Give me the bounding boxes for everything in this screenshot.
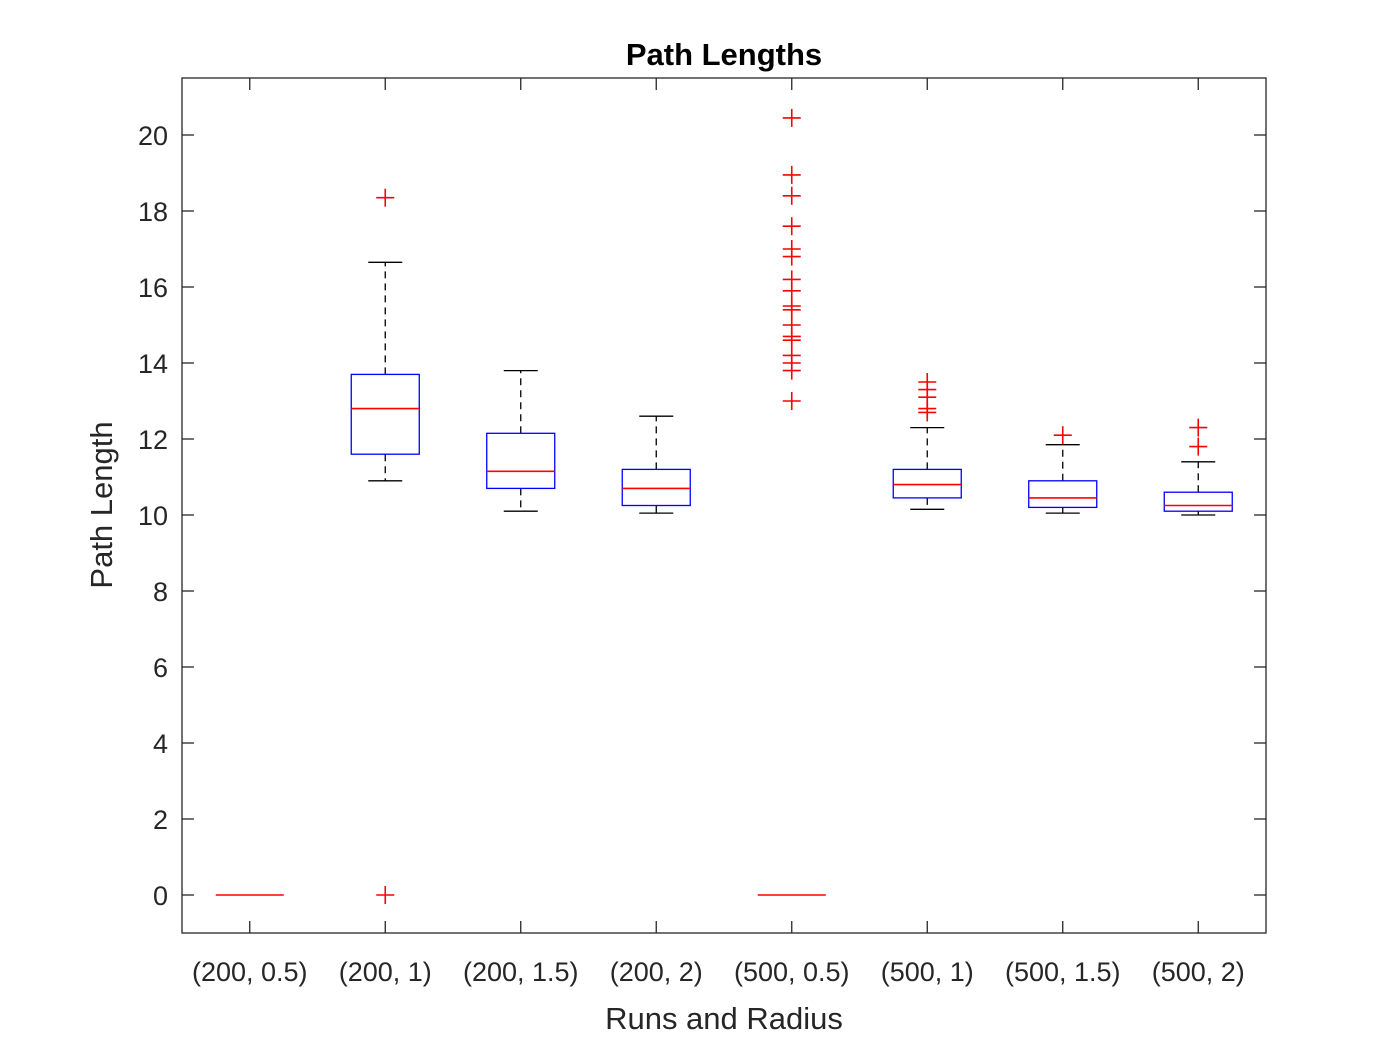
y-tick-label: 0 xyxy=(153,881,168,911)
iqr-box xyxy=(1163,491,1233,512)
chart-marks xyxy=(215,108,1233,904)
x-tick-label: (500, 1) xyxy=(881,957,974,987)
outlier-marker xyxy=(782,247,801,266)
outlier-marker xyxy=(1189,418,1208,437)
iqr-box xyxy=(350,373,420,455)
outlier-marker xyxy=(376,188,395,207)
y-tick-label: 12 xyxy=(138,425,168,455)
y-tick-label: 2 xyxy=(153,805,168,835)
y-tick-label: 16 xyxy=(138,273,168,303)
y-tick-label: 20 xyxy=(138,121,168,151)
x-tick-label: (200, 0.5) xyxy=(192,957,308,987)
outlier-marker xyxy=(782,217,801,236)
y-tick-label: 8 xyxy=(153,577,168,607)
outlier-marker xyxy=(782,165,801,184)
box-5 xyxy=(757,108,826,896)
outlier-marker xyxy=(782,281,801,300)
outlier-marker xyxy=(918,403,937,422)
iqr-box xyxy=(892,468,962,499)
outlier-marker xyxy=(782,361,801,380)
outlier-marker xyxy=(782,331,801,350)
outlier-marker xyxy=(782,392,801,410)
outlier-marker xyxy=(1189,437,1208,456)
x-tick-label: (500, 2) xyxy=(1152,957,1245,987)
x-axis-ticks: (200, 0.5) (200, 1) (200, 1.5) (200, 2) (500… xyxy=(192,78,1245,987)
y-tick-label: 6 xyxy=(153,653,168,683)
x-tick-label: (200, 2) xyxy=(610,957,703,987)
box-4 xyxy=(621,415,691,514)
box-7 xyxy=(1028,426,1098,514)
box-6 xyxy=(892,373,962,510)
x-tick-label: (500, 0.5) xyxy=(734,957,850,987)
iqr-box xyxy=(1028,480,1098,509)
x-axis-label: Runs and Radius xyxy=(605,1001,843,1036)
x-tick-label: (200, 1.5) xyxy=(463,957,579,987)
plot-area xyxy=(182,78,1266,933)
outlier-marker xyxy=(782,108,801,127)
x-tick-label: (200, 1) xyxy=(339,957,432,987)
outlier-marker xyxy=(1053,426,1072,445)
outlier-marker xyxy=(782,300,801,319)
x-tick-label: (500, 1.5) xyxy=(1005,957,1121,987)
iqr-box xyxy=(486,432,556,490)
iqr-box xyxy=(621,468,691,507)
chart-title: Path Lengths xyxy=(626,37,822,72)
box-3 xyxy=(486,369,556,512)
y-tick-label: 18 xyxy=(138,197,168,227)
y-tick-label: 4 xyxy=(153,729,168,759)
axes-frame xyxy=(181,77,1267,934)
outlier-marker xyxy=(376,886,395,904)
y-axis-ticks: 0 2 4 6 8 10 12 14 16 18 20 xyxy=(138,121,1266,911)
outlier-marker xyxy=(782,186,801,205)
y-axis-label: Path Length xyxy=(84,421,119,588)
box-2 xyxy=(350,188,420,904)
y-tick-label: 10 xyxy=(138,501,168,531)
y-tick-label: 14 xyxy=(138,349,168,379)
box-8 xyxy=(1163,418,1233,516)
